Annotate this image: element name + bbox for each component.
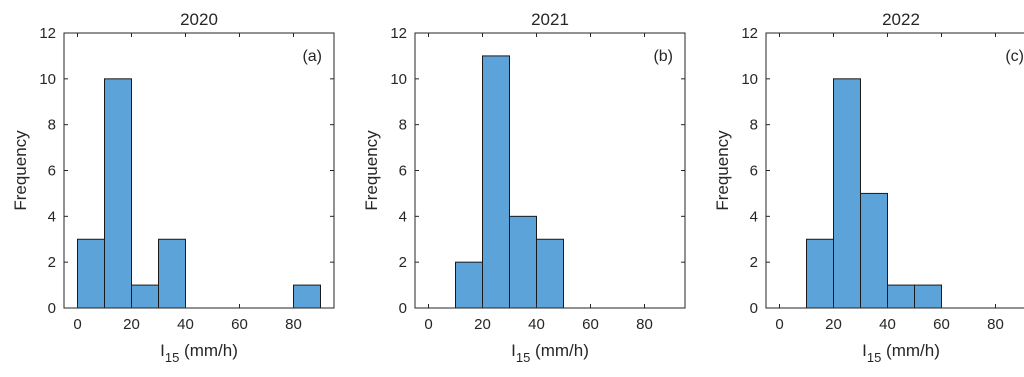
chart2-x-tick-label: 0	[424, 316, 432, 333]
chart1-x-tick-label: 60	[231, 316, 248, 333]
chart3-y-tick-label: 6	[750, 163, 758, 180]
chart2-x-tick-label: 60	[582, 316, 599, 333]
chart3-bar-2	[833, 78, 861, 309]
chart3-bar-4	[887, 284, 915, 309]
chart2-bar-4	[536, 238, 564, 309]
chart1-y-axis-label: Frequency	[11, 130, 30, 211]
chart1-panel: 0 20 40 60 80 0 2 4 6 8 10 12 2020 (a) Frequency I15 (m…	[11, 10, 335, 365]
chart3-x-tick-label: 80	[987, 316, 1004, 333]
chart2-x-tick-label: 80	[636, 316, 653, 333]
chart1-y-tick-label: 10	[39, 71, 56, 88]
chart1-x-tick-label: 20	[123, 316, 140, 333]
chart1-x-axis-label: I15 (mm/h)	[160, 341, 238, 365]
chart3-y-tick-label: 8	[750, 117, 758, 134]
chart3-y-tick-label: 12	[741, 25, 758, 42]
chart2-bar-2	[482, 55, 510, 309]
chart3-x-tick-label: 20	[825, 316, 842, 333]
chart2-bar-1	[455, 261, 483, 309]
chart3-bar-5	[914, 284, 942, 309]
chart1-x-tick-label: 0	[73, 316, 81, 333]
chart3-x-tick-label: 40	[879, 316, 896, 333]
chart3-bar-1	[806, 238, 834, 309]
chart3-axes-box	[765, 32, 1024, 309]
chart2-x-tick-label: 40	[528, 316, 545, 333]
chart1-y-tick-label: 6	[48, 163, 56, 180]
chart1-y-tick-label: 12	[39, 25, 56, 42]
chart1-x-tick-label: 40	[177, 316, 194, 333]
chart2-y-tick-label: 10	[390, 71, 407, 88]
chart1-bar-3	[131, 284, 159, 309]
chart2-y-tick-label: 0	[399, 300, 407, 317]
chart2-x-tick-label: 20	[474, 316, 491, 333]
chart1-x-tick-label: 80	[285, 316, 302, 333]
chart3-y-tick-label: 0	[750, 300, 758, 317]
chart1-panel-label: (a)	[302, 48, 322, 65]
chart1-bar-1	[77, 238, 105, 309]
chart3-y-tick-label: 4	[750, 208, 758, 225]
chart1-bar-2	[104, 78, 132, 309]
chart1-y-tick-label: 8	[48, 117, 56, 134]
chart3-panel: 0 20 40 60 80 0 2 4 6 8 10 12 2022 (c) Frequency I15 (m…	[713, 10, 1024, 365]
chart3-y-tick-label: 2	[750, 254, 758, 271]
chart3-y-tick-label: 10	[741, 71, 758, 88]
chart3-x-axis-label: I15 (mm/h)	[862, 341, 940, 365]
chart1-y-tick-label: 0	[48, 300, 56, 317]
chart3-bar-3	[860, 192, 888, 309]
chart3-panel-label: (c)	[1005, 48, 1024, 65]
chart2-bar-3	[509, 215, 537, 309]
chart3-x-tick-label: 0	[775, 316, 783, 333]
chart1-y-tick-label: 2	[48, 254, 56, 271]
chart2-panel: 0 20 40 60 80 0 2 4 6 8 10 12 2021 (b) Frequency I15 (m…	[362, 10, 686, 365]
chart2-y-tick-label: 2	[399, 254, 407, 271]
chart2-y-tick-label: 8	[399, 117, 407, 134]
chart2-y-tick-label: 4	[399, 208, 407, 225]
chart2-y-axis-label: Frequency	[362, 130, 381, 211]
chart2-x-axis-label: I15 (mm/h)	[511, 341, 589, 365]
chart3-y-axis-label: Frequency	[713, 130, 732, 211]
chart1-bar-4	[158, 238, 186, 309]
chart2-title: 2021	[531, 10, 569, 29]
chart3-x-tick-label: 60	[933, 316, 950, 333]
chart1-title: 2020	[180, 10, 218, 29]
chart2-y-tick-label: 6	[399, 163, 407, 180]
chart2-y-tick-label: 12	[390, 25, 407, 42]
chart1-y-tick-label: 4	[48, 208, 56, 225]
chart1-bar-5	[293, 284, 321, 309]
chart3-title: 2022	[882, 10, 920, 29]
chart2-panel-label: (b)	[653, 48, 673, 65]
